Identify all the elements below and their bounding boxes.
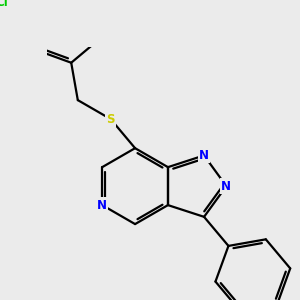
Text: Cl: Cl (0, 0, 9, 9)
Text: N: N (199, 149, 209, 162)
Text: S: S (106, 112, 115, 126)
Text: N: N (97, 199, 107, 212)
Text: N: N (221, 180, 231, 193)
